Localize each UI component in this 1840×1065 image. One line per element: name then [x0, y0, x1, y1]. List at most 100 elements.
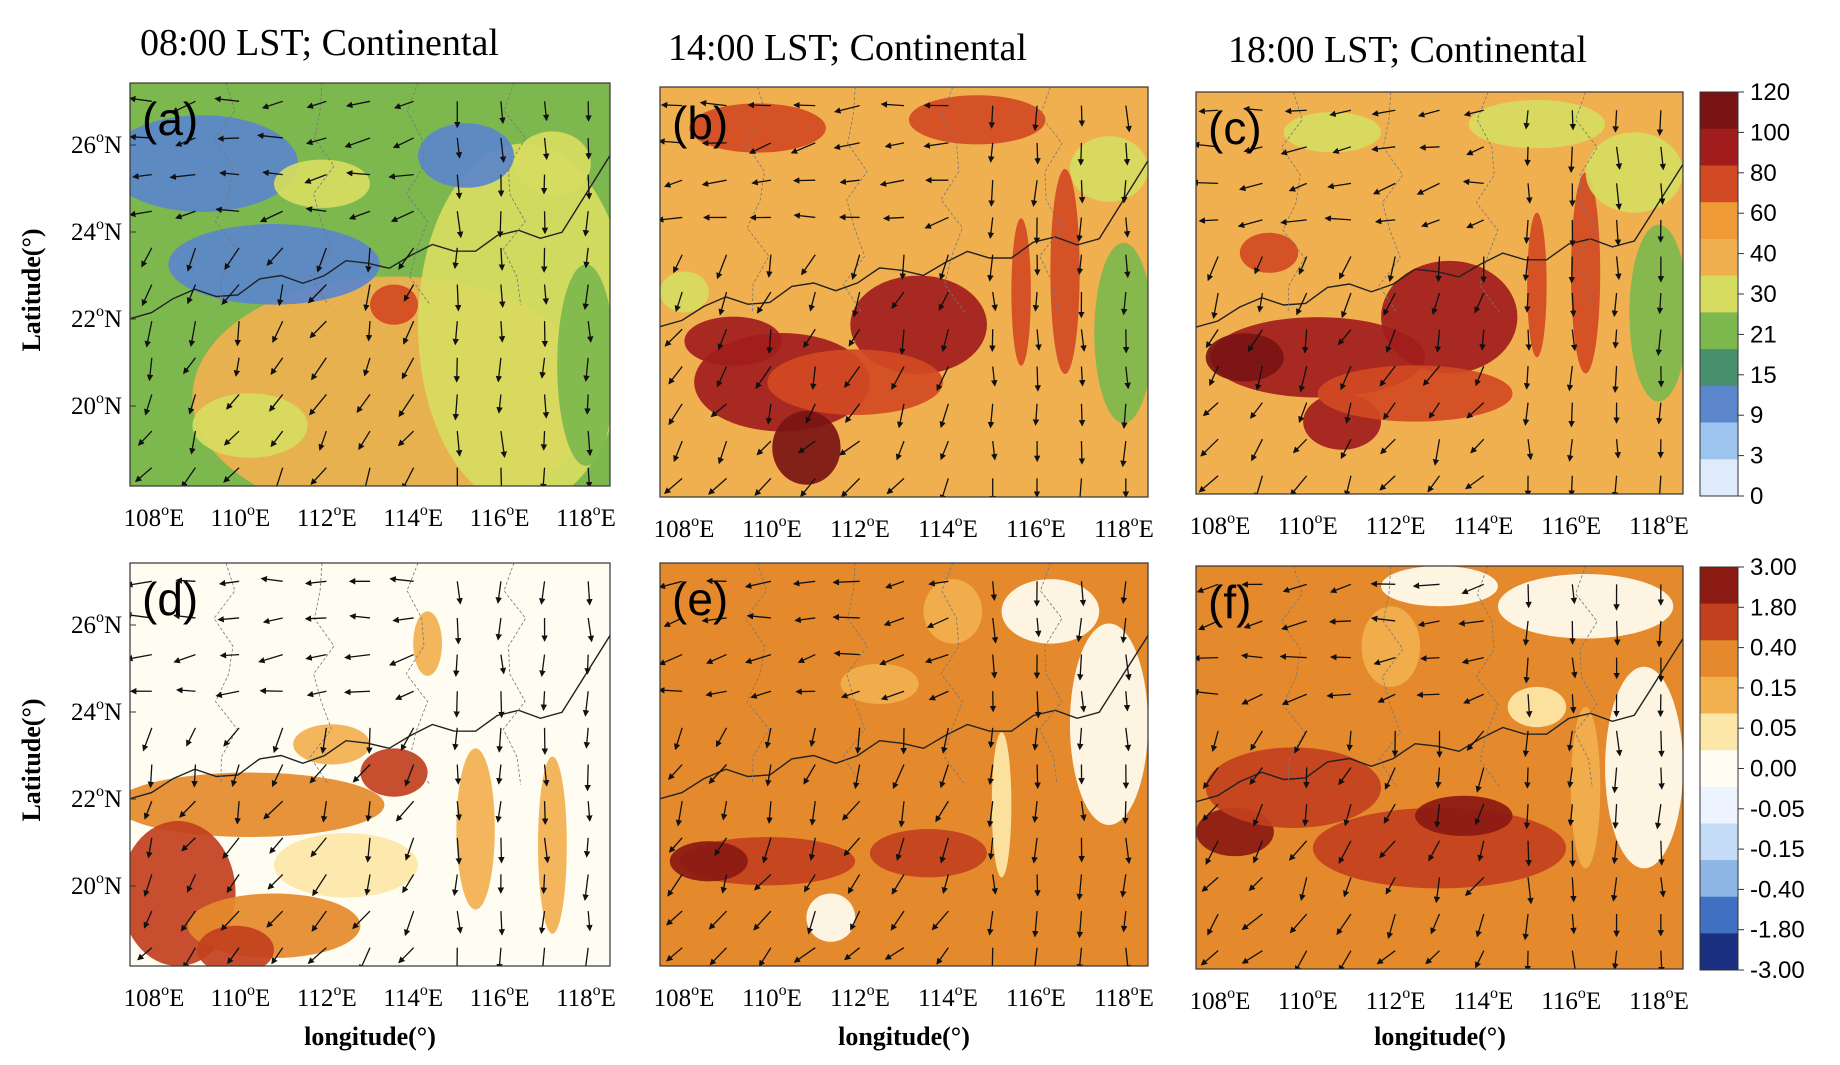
wind-arrow	[833, 650, 860, 657]
field-patch	[689, 103, 826, 153]
wind-arrow	[1658, 475, 1662, 494]
wind-arrow	[454, 764, 462, 785]
wind-arrow	[173, 612, 196, 620]
wind-arrow	[1329, 618, 1351, 625]
wind-arrow	[135, 467, 153, 483]
wind-arrow	[801, 254, 816, 276]
wind-arrow	[403, 284, 415, 302]
wind-arrow	[214, 95, 240, 103]
x-tick-label: 108oE	[1190, 985, 1251, 1015]
x-tick-label: 114oE	[1453, 510, 1513, 540]
map-panel-c: (c) 108oE 110oE 112oE 114oE 116oE 118oE	[1190, 91, 1689, 540]
wind-arrow	[141, 284, 153, 307]
wind-arrow	[583, 247, 590, 269]
wind-arrow	[850, 254, 861, 281]
wind-arrow	[1034, 366, 1041, 392]
wind-arrow	[884, 142, 905, 149]
wind-arrow	[539, 654, 546, 677]
wind-arrow	[316, 247, 327, 273]
wind-arrow	[833, 142, 860, 151]
colorbar-label: 120	[1750, 79, 1790, 106]
colorbar-swatch	[1700, 640, 1738, 678]
wind-arrow	[940, 440, 949, 461]
wind-arrow	[1254, 256, 1264, 275]
colorbar-swatch	[1700, 275, 1738, 313]
wind-arrow	[260, 576, 283, 583]
wind-arrow	[715, 727, 728, 748]
wind-arrow	[1080, 329, 1087, 352]
wind-arrow	[587, 617, 595, 643]
field-patch	[1001, 579, 1100, 644]
wind-arrow	[312, 874, 327, 897]
wind-arrow	[257, 132, 283, 140]
wind-arrow	[1032, 403, 1040, 426]
wind-arrow	[667, 874, 683, 897]
field-patch	[293, 724, 370, 765]
wind-arrow	[226, 393, 240, 410]
wind-arrow	[755, 366, 772, 389]
wind-arrow	[843, 837, 861, 857]
colorbar-label: 0.00	[1750, 756, 1797, 783]
wind-arrow	[1461, 583, 1485, 595]
x-tick-label: 110oE	[210, 502, 270, 532]
wind-arrow	[924, 216, 949, 229]
x-tick-label: 112oE	[830, 982, 890, 1012]
x-tick-label: 114oE	[918, 513, 978, 543]
wind-arrow	[1346, 730, 1353, 752]
wind-arrow	[1376, 950, 1396, 965]
wind-arrow	[1299, 877, 1308, 901]
wind-arrow	[1568, 256, 1576, 284]
wind-arrow	[305, 137, 327, 146]
field-patch	[192, 393, 308, 458]
wind-arrow	[1387, 256, 1396, 283]
wind-arrow	[1289, 475, 1308, 494]
wind-arrow	[1031, 947, 1039, 966]
wind-arrow	[1479, 329, 1486, 351]
wind-arrow	[542, 284, 549, 305]
wind-arrow	[1340, 365, 1352, 391]
wind-arrow	[398, 947, 415, 964]
map-panel-e: (e) 108oE 110oE 112oE 114oE 116oE 118oE	[654, 562, 1154, 1012]
field-patch	[1629, 224, 1683, 402]
wind-arrow	[180, 910, 196, 932]
wind-arrow	[363, 284, 371, 312]
wind-arrow	[542, 101, 550, 122]
wind-arrow	[262, 617, 283, 625]
wind-arrow	[832, 613, 860, 621]
wind-arrow	[227, 947, 240, 965]
wind-arrow	[499, 654, 507, 675]
colorbar-label: 100	[1750, 119, 1790, 146]
wind-arrow	[395, 690, 414, 700]
province-boundary	[502, 83, 527, 305]
wind-arrow	[747, 101, 771, 109]
panel-title-c: 18:00 LST; Continental	[1228, 29, 1587, 71]
wind-arrow	[499, 101, 506, 125]
wind-arrow	[1202, 803, 1219, 822]
wind-arrow	[708, 910, 728, 930]
field-patch	[767, 349, 944, 416]
wind-arrow	[1330, 653, 1351, 661]
wind-arrow	[540, 874, 548, 895]
wind-arrow	[1343, 803, 1352, 827]
x-tick-label: 118oE	[1094, 982, 1154, 1012]
wind-arrow	[1207, 256, 1219, 282]
wind-arrow	[352, 910, 371, 930]
wind-arrow	[1281, 620, 1307, 631]
wind-arrow	[1257, 292, 1264, 313]
field-patch	[1507, 686, 1567, 728]
wind-arrow	[1078, 105, 1086, 127]
wind-arrow	[991, 366, 998, 387]
wind-arrow	[1475, 913, 1485, 938]
wind-arrow	[540, 691, 548, 711]
wind-arrow	[987, 837, 995, 861]
wind-arrow	[1198, 620, 1219, 631]
province-boundary	[842, 87, 868, 313]
wind-arrow	[223, 430, 240, 446]
wind-arrow	[183, 357, 196, 375]
x-tick-label: 116oE	[470, 502, 530, 532]
wind-arrow	[1614, 439, 1621, 459]
wind-arrow	[1282, 583, 1307, 593]
wind-arrow	[987, 764, 994, 786]
wind-arrow	[1076, 910, 1084, 939]
wind-arrow	[1078, 441, 1086, 465]
